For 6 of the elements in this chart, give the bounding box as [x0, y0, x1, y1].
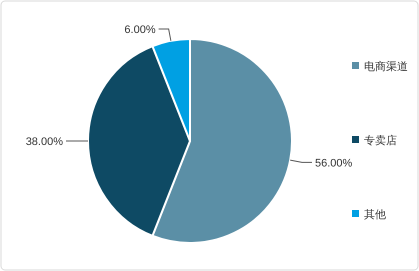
legend-label: 专卖店 [364, 134, 397, 147]
data-label: 56.00% [314, 157, 353, 170]
legend-label: 电商渠道 [364, 60, 408, 73]
data-label: 38.00% [26, 136, 64, 148]
data-label: 6.00% [124, 24, 156, 36]
legend-label: 其他 [364, 208, 386, 221]
